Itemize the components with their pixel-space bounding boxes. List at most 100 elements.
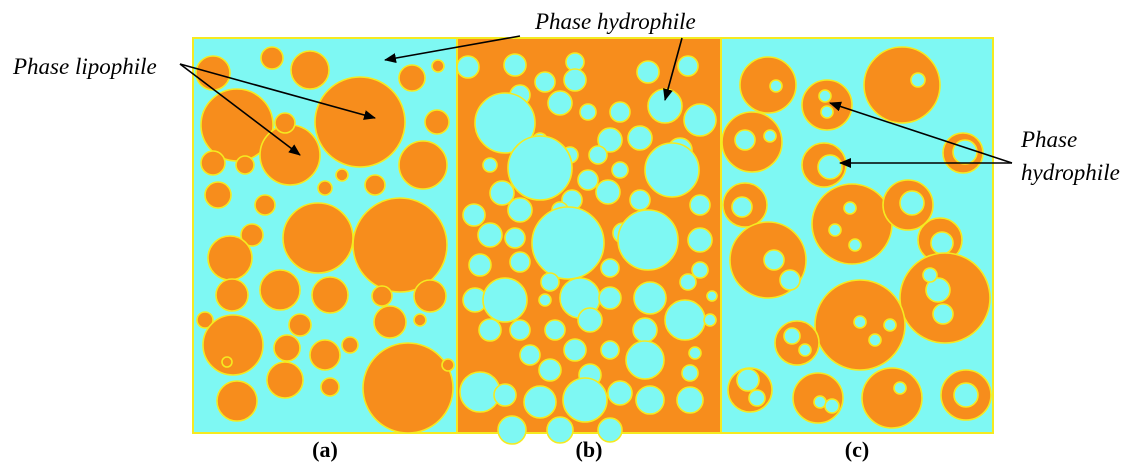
arrow-lipophile-to-small-drop xyxy=(179,63,301,156)
hydrophile-droplet xyxy=(563,338,587,362)
hydrophile-droplet xyxy=(509,251,531,273)
lipophile-droplet xyxy=(266,361,304,399)
lipophile-droplet xyxy=(373,305,407,339)
hydrophile-droplet xyxy=(676,386,704,414)
hydrophile-droplet xyxy=(482,157,498,173)
hydrophile-droplet xyxy=(644,142,700,198)
lipophile-droplet xyxy=(196,311,214,329)
hydrophile-droplet xyxy=(627,125,653,151)
lipophile-droplet xyxy=(207,235,253,281)
lipophile-droplet xyxy=(260,46,284,70)
hydrophile-droplet xyxy=(477,222,503,248)
hydrophile-inclusion xyxy=(868,333,882,347)
hydrophile-inclusion xyxy=(828,223,842,237)
hydrophile-droplet xyxy=(489,180,515,206)
hydrophile-droplet xyxy=(523,385,557,419)
hydrophile-droplet xyxy=(647,88,683,124)
hydrophile-inclusion xyxy=(953,382,979,408)
hydrophile-droplet xyxy=(509,319,531,341)
hydrophile-droplet xyxy=(538,358,562,382)
hydrophile-droplet xyxy=(507,135,573,201)
hydrophile-droplet xyxy=(595,179,621,205)
hydrophile-inclusion xyxy=(883,318,897,332)
lipophile-droplet xyxy=(314,76,406,168)
hydrophile-inclusion xyxy=(734,129,756,151)
lipophile-droplet xyxy=(362,342,454,434)
arrow-top-hydrophile-to-panel-b xyxy=(663,37,683,101)
hydrophile-inclusion xyxy=(763,129,777,143)
hydrophile-droplet xyxy=(482,277,528,323)
lipophile-droplet xyxy=(215,278,249,312)
hydrophile-droplet xyxy=(625,340,665,380)
hydrophile-droplet xyxy=(679,273,697,291)
lipophile-droplet xyxy=(235,155,255,175)
lipophile-droplet xyxy=(811,183,893,265)
lipophile-droplet xyxy=(364,174,386,196)
arrow-right-hydrophile-to-inner-1 xyxy=(829,101,1013,164)
hydrophile-droplet xyxy=(538,293,552,307)
panel-c-label: (c) xyxy=(845,437,869,462)
hydrophile-droplet xyxy=(597,127,623,153)
hydrophile-droplet xyxy=(531,206,605,280)
lipophile-droplet xyxy=(259,269,301,311)
hydrophile-droplet xyxy=(462,203,486,227)
hydrophile-droplet xyxy=(636,60,660,84)
label-top-hydrophile: Phase hydrophile xyxy=(534,9,696,34)
lipophile-droplet xyxy=(254,194,276,216)
hydrophile-droplet xyxy=(681,364,699,382)
hydrophile-inclusion xyxy=(763,249,785,271)
lipophile-droplet xyxy=(739,56,797,114)
hydrophile-droplet xyxy=(633,281,667,315)
hydrophile-droplet xyxy=(478,318,502,342)
hydrophile-inclusion xyxy=(930,231,954,255)
hydrophile-droplet xyxy=(598,286,622,310)
hydrophile-inclusion xyxy=(818,89,832,103)
hydrophile-droplet xyxy=(689,194,711,216)
lipophile-droplet xyxy=(441,358,455,372)
lipophile-droplet xyxy=(259,124,321,186)
lipophile-droplet xyxy=(320,377,340,397)
hydrophile-inclusion xyxy=(925,277,951,303)
lipophile-droplet xyxy=(431,59,445,73)
hydrophile-droplet xyxy=(540,272,560,292)
lipophile-droplet xyxy=(861,367,923,429)
hydrophile-droplet xyxy=(456,55,480,79)
hydrophile-inclusion xyxy=(893,381,907,395)
hydrophile-droplet xyxy=(579,103,597,121)
panel-b xyxy=(456,37,722,445)
hydrophile-inclusion xyxy=(748,389,766,407)
lipophile-droplet xyxy=(290,50,330,90)
hydrophile-droplet xyxy=(577,169,599,191)
hydrophile-droplet xyxy=(611,161,629,179)
lipophile-droplet xyxy=(398,64,426,92)
hydrophile-inclusion xyxy=(817,154,843,180)
hydrophile-droplet xyxy=(507,197,533,223)
lipophile-droplet xyxy=(371,285,393,307)
lipophile-droplet xyxy=(273,334,301,362)
hydrophile-inclusion xyxy=(899,190,925,216)
hydrophile-droplet xyxy=(664,299,706,341)
hydrophile-inclusion xyxy=(824,398,840,414)
hydrophile-inclusion xyxy=(922,267,938,283)
lipophile-droplet xyxy=(341,336,359,354)
label-right-hydrophile-line1: Phase xyxy=(1020,127,1077,152)
hydrophile-droplet xyxy=(687,227,713,253)
hydrophile-inclusion xyxy=(848,238,862,252)
lipophile-droplet xyxy=(413,313,427,327)
hydrophile-droplet xyxy=(632,317,658,343)
lipophile-droplet xyxy=(398,140,448,190)
arrow-lipophile-to-large-drop xyxy=(179,63,376,120)
lipophile-droplet xyxy=(352,197,448,293)
hydrophile-inclusion xyxy=(779,269,801,291)
panel-a-label: (a) xyxy=(312,437,338,462)
hydrophile-droplet xyxy=(588,145,608,165)
hydrophile-inclusion xyxy=(783,327,801,345)
hydrophile-droplet xyxy=(609,101,631,123)
hydrophile-droplet xyxy=(562,377,608,423)
hydrophile-droplet xyxy=(503,53,527,77)
hydrophile-droplet xyxy=(474,92,536,154)
hydrophile-droplet xyxy=(577,307,603,333)
lipophile-droplet xyxy=(424,109,450,135)
hydrophile-droplet xyxy=(546,416,574,444)
